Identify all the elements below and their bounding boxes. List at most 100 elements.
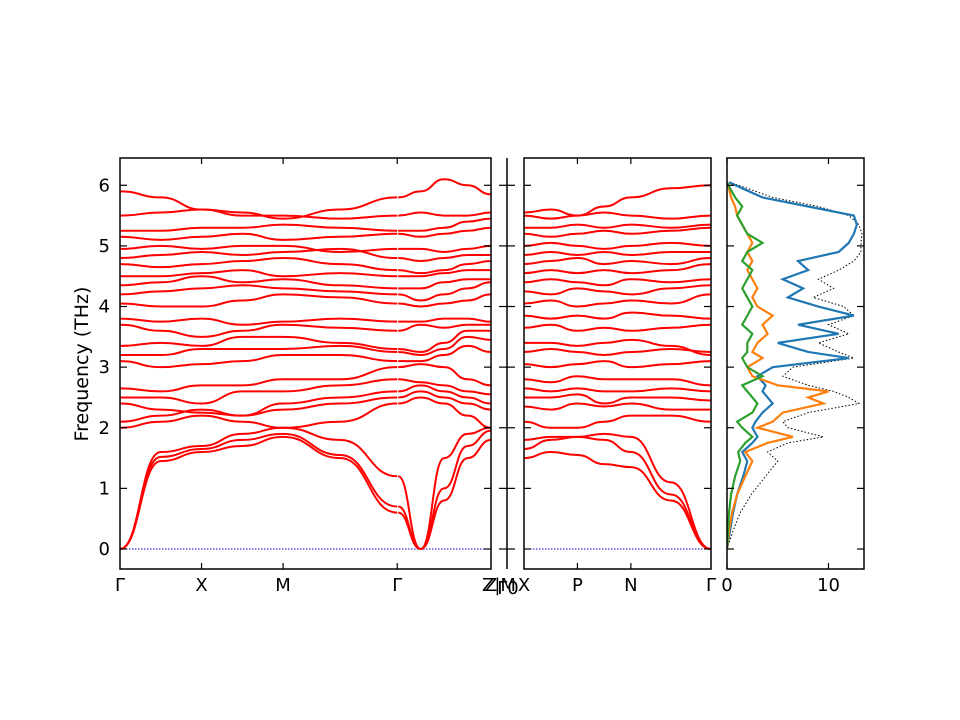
band-line: [398, 226, 491, 238]
pdos-partial-line: [727, 181, 829, 550]
band-line: [524, 250, 711, 256]
band-line: [398, 329, 491, 353]
band-line: [398, 363, 491, 387]
band-line: [398, 317, 491, 323]
band-line: [120, 432, 398, 550]
band-line: [524, 387, 711, 393]
band-line: [524, 414, 711, 429]
band-line: [398, 217, 491, 232]
y-tick-label: 5: [99, 236, 110, 257]
band-line: [120, 293, 398, 308]
band-line: [120, 335, 398, 350]
band-line: [398, 293, 491, 308]
band-line: [398, 344, 491, 363]
kpoint-label: P: [572, 575, 583, 596]
band-line: [524, 278, 711, 287]
band-line: [398, 260, 491, 275]
band-line: [398, 335, 491, 357]
band-line: [524, 311, 711, 320]
band-line: [524, 347, 711, 357]
y-tick-label: 3: [99, 357, 110, 378]
band-line: [398, 323, 491, 332]
bands-path1: [120, 178, 491, 550]
bands-path2: [524, 184, 711, 550]
band-line: [120, 269, 398, 278]
band-line: [398, 253, 491, 263]
band-line: [120, 354, 398, 369]
band-line: [524, 435, 711, 550]
band-line: [120, 208, 398, 220]
band-line: [120, 257, 398, 272]
kpoint-label: Γ: [115, 575, 125, 596]
band-line: [398, 211, 491, 217]
band-line: [524, 184, 711, 217]
band-line: [524, 226, 711, 238]
band-line: [120, 223, 398, 232]
kpoint-label: N: [624, 575, 637, 596]
axes-frame: [523, 157, 712, 570]
band-line: [120, 390, 398, 417]
y-tick-label: 6: [99, 175, 110, 196]
band-line: [524, 293, 711, 308]
band-line: [120, 344, 398, 357]
band-line: [524, 360, 711, 369]
kpoint-label: X: [195, 575, 207, 596]
band-line: [120, 323, 398, 338]
pdos-total-line: [727, 181, 863, 550]
band-line: [524, 257, 711, 266]
band-line: [120, 435, 398, 550]
band-line: [524, 223, 711, 229]
axes-frame: [119, 157, 492, 570]
band-line: [398, 281, 491, 302]
band-line: [524, 241, 711, 250]
band-line: [398, 384, 491, 405]
band-line: [120, 244, 398, 253]
y-tick-label: 4: [99, 297, 110, 318]
y-tick-label: 2: [99, 418, 110, 439]
band-line: [524, 402, 711, 411]
pdos-frame: [726, 157, 865, 570]
pdos-x-tick-label: 0: [721, 575, 732, 596]
band-line: [398, 244, 491, 253]
band-line: [524, 211, 711, 220]
y-tick-label: 0: [99, 539, 110, 560]
band-line: [524, 393, 711, 405]
band-line: [524, 284, 711, 296]
band-line: [524, 432, 711, 550]
band-line: [398, 378, 491, 396]
kpoint-label: X: [518, 575, 530, 596]
band-line: [398, 178, 491, 199]
break-label: Z|M: [482, 575, 516, 596]
band-line: [397, 426, 491, 550]
kpoint-label: M: [275, 575, 291, 596]
band-line: [120, 402, 398, 429]
pdos-curves: [727, 181, 863, 550]
band-line: [120, 378, 398, 405]
pdos-partial-line: [727, 181, 859, 550]
band-line: [120, 247, 398, 260]
band-line: [524, 451, 711, 550]
band-line: [120, 232, 398, 241]
y-tick-label: 1: [99, 478, 110, 499]
band-line: [120, 317, 398, 326]
band-line: [398, 390, 491, 411]
band-line: [120, 190, 398, 220]
pdos-x-tick-label: 10: [817, 575, 840, 596]
band-line: [120, 426, 398, 550]
band-line: [120, 284, 398, 296]
y-axis-label: Frequency (THz): [71, 287, 93, 442]
break-label: Γ0: [497, 578, 518, 599]
band-line: [120, 366, 398, 393]
kpoint-label: Γ: [392, 575, 402, 596]
kpoint-label: Z: [485, 575, 497, 596]
band-line: [524, 263, 711, 275]
band-line: [120, 275, 398, 290]
pdos-partial-line: [727, 181, 765, 550]
band-line: [398, 269, 491, 278]
kpoint-label: Γ: [706, 575, 716, 596]
band-line: [524, 323, 711, 332]
band-line: [397, 429, 491, 550]
band-line: [398, 278, 491, 290]
band-line: [524, 338, 711, 357]
